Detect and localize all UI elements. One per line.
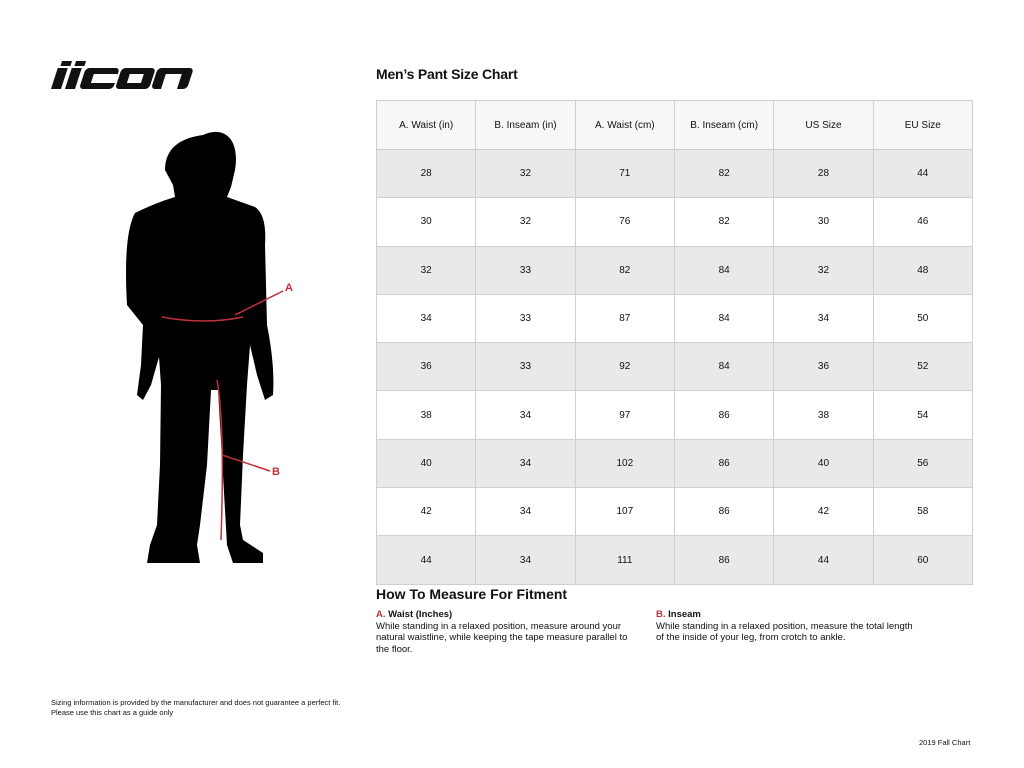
table-cell: 86 (673, 438, 775, 489)
column-header: A. Waist (cm) (574, 100, 675, 150)
table-cell: 60 (872, 535, 974, 585)
table-cell: 56 (872, 438, 974, 489)
table-cell: 32 (475, 197, 576, 247)
table-cell: 28 (773, 148, 874, 199)
label-a: A (285, 282, 293, 294)
table-cell: 82 (574, 245, 675, 295)
table-cell: 84 (673, 293, 775, 344)
table-cell: 58 (872, 487, 974, 537)
table-row: 28 32 71 82 28 44 (375, 148, 974, 199)
table-cell: 84 (673, 245, 775, 295)
table-row: 38 34 97 86 38 54 (375, 390, 974, 440)
column-header: EU Size (872, 100, 974, 150)
table-cell: 44 (872, 148, 974, 199)
table-cell: 40 (375, 438, 477, 489)
table-cell: 44 (773, 535, 874, 585)
inseam-title: Inseam (668, 609, 701, 620)
table-cell: 32 (773, 245, 874, 295)
body-silhouette-illustration: A B (126, 131, 293, 563)
table-cell: 33 (475, 342, 576, 392)
howto-heading: How To Measure For Fitment (376, 586, 568, 602)
table-cell: 71 (574, 148, 675, 199)
table-cell: 32 (375, 245, 477, 295)
table-cell: 48 (872, 245, 974, 295)
table-cell: 34 (475, 535, 576, 585)
table-cell: 28 (375, 148, 477, 199)
table-cell: 30 (375, 197, 477, 247)
table-cell: 86 (673, 390, 775, 440)
table-header-row: A. Waist (in) B. Inseam (in) A. Waist (cm)… (375, 100, 974, 150)
label-b: B (272, 466, 280, 478)
table-cell: 86 (673, 535, 775, 585)
column-header: A. Waist (in) (375, 100, 477, 150)
column-header: B. Inseam (cm) (673, 100, 775, 150)
disclaimer-line-2: Please use this chart as a guide only (51, 708, 174, 717)
table-cell: 102 (574, 438, 675, 489)
table-cell: 84 (673, 342, 775, 392)
table-cell: 34 (375, 293, 477, 344)
table-cell: 34 (475, 390, 576, 440)
measurement-lines (161, 290, 284, 541)
table-cell: 111 (574, 535, 675, 585)
waist-instructions: A. Waist (Inches) While standing in a re… (376, 609, 641, 655)
table-cell: 44 (375, 535, 477, 585)
waist-title: Waist (Inches) (388, 609, 453, 620)
table-cell: 92 (574, 342, 675, 392)
disclaimer-line-1: Sizing information is provided by the ma… (51, 698, 341, 707)
page-title: Men’s Pant Size Chart (376, 66, 518, 82)
table-cell: 34 (475, 487, 576, 537)
table-row: 44 34 111 86 44 60 (375, 535, 974, 585)
table-row: 34 33 87 84 34 50 (375, 293, 974, 344)
size-table: A. Waist (in) B. Inseam (in) A. Waist (cm)… (375, 100, 974, 585)
disclaimer: Sizing information is provided by the ma… (51, 698, 340, 718)
chart-edition: 2019 Fall Chart (919, 738, 971, 747)
icon-brand-logo (50, 61, 193, 89)
table-cell: 38 (375, 390, 477, 440)
table-cell: 82 (673, 197, 775, 247)
column-header: B. Inseam (in) (475, 100, 576, 150)
table-cell: 36 (773, 342, 874, 392)
inseam-letter: B. (656, 609, 666, 620)
table-cell: 40 (773, 438, 874, 489)
table-cell: 42 (773, 487, 874, 537)
table-cell: 86 (673, 487, 775, 537)
table-cell: 32 (475, 148, 576, 199)
column-header: US Size (773, 100, 874, 150)
table-cell: 76 (574, 197, 675, 247)
table-cell: 42 (375, 487, 477, 537)
table-cell: 46 (872, 197, 974, 247)
table-cell: 54 (872, 390, 974, 440)
table-cell: 34 (773, 293, 874, 344)
waist-letter: A. (376, 609, 386, 620)
table-row: 42 34 107 86 42 58 (375, 487, 974, 537)
table-cell: 33 (475, 245, 576, 295)
table-cell: 34 (475, 438, 576, 489)
inseam-text: While standing in a relaxed position, me… (656, 620, 913, 644)
table-row: 30 32 76 82 30 46 (375, 197, 974, 247)
table-row: 40 34 102 86 40 56 (375, 438, 974, 489)
table-cell: 36 (375, 342, 477, 392)
inseam-instructions: B. Inseam While standing in a relaxed po… (656, 609, 921, 644)
table-cell: 97 (574, 390, 675, 440)
table-cell: 30 (773, 197, 874, 247)
waist-text: While standing in a relaxed position, me… (376, 620, 628, 655)
table-cell: 50 (872, 293, 974, 344)
table-cell: 38 (773, 390, 874, 440)
table-row: 36 33 92 84 36 52 (375, 342, 974, 392)
table-cell: 33 (475, 293, 576, 344)
table-cell: 82 (673, 148, 775, 199)
table-cell: 52 (872, 342, 974, 392)
table-row: 32 33 82 84 32 48 (375, 245, 974, 295)
table-cell: 87 (574, 293, 675, 344)
table-cell: 107 (574, 487, 675, 537)
